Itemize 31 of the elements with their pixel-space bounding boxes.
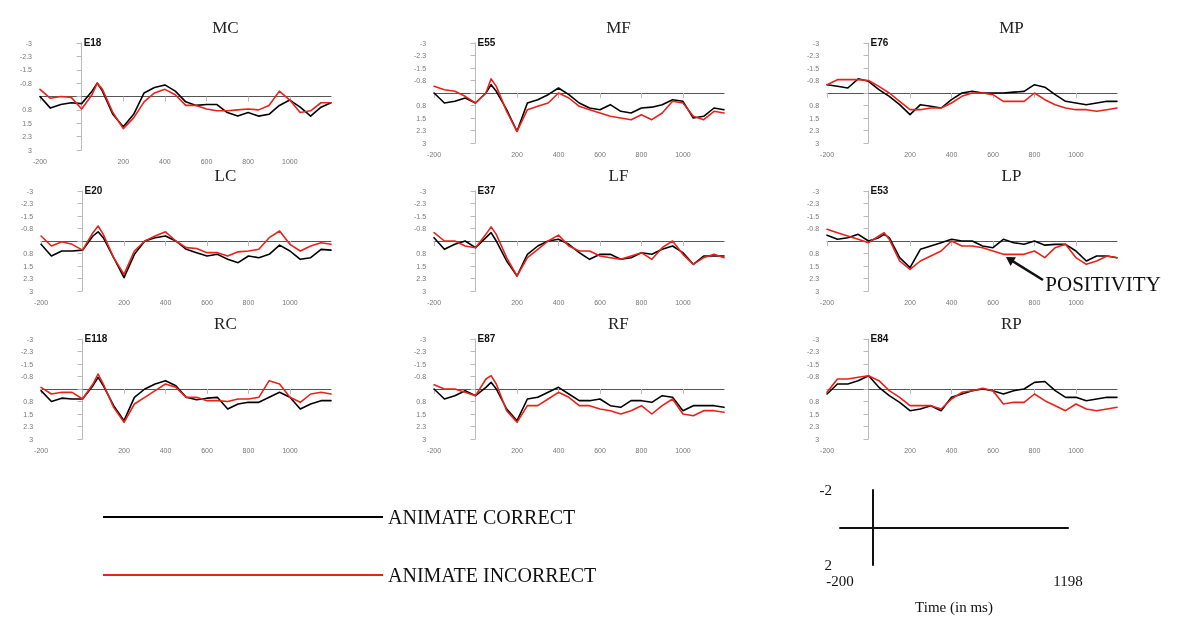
annotation: E76 — [870, 36, 889, 48]
x-axis-title: Time (in ms) — [915, 598, 993, 616]
annotation: E87 — [477, 332, 496, 344]
line-series — [40, 225, 332, 276]
annotation: E53 — [870, 184, 889, 196]
chart-title: MC — [212, 18, 239, 37]
annotation: E20 — [84, 184, 103, 196]
annotation: E55 — [477, 36, 496, 48]
chart-title: RC — [214, 314, 237, 333]
line-series — [40, 231, 332, 279]
line-series — [433, 381, 725, 422]
line-series — [826, 374, 1118, 412]
annotation: E18 — [83, 36, 102, 48]
y-tick-label: -2 — [819, 482, 832, 498]
annotation: E118 — [84, 332, 108, 344]
annotation: E84 — [870, 332, 889, 344]
annotation: E37 — [477, 184, 496, 196]
annotation: POSITIVITY — [1045, 272, 1161, 298]
chart-title: RP — [1001, 314, 1022, 333]
chart-title: LC — [214, 166, 237, 185]
chart-title: LP — [1001, 166, 1022, 185]
text: ANIMATE CORRECT — [388, 506, 576, 528]
x-tick-label: -200 — [826, 572, 854, 589]
x-tick-label: 1198 — [1053, 572, 1083, 589]
y-tick-label: 2 — [824, 557, 832, 573]
line-series — [433, 374, 725, 424]
chart-title: RF — [608, 314, 629, 333]
text: ANIMATE INCORRECT — [388, 564, 597, 586]
chart-title: MF — [606, 18, 631, 37]
chart-title: LF — [608, 166, 629, 185]
chart-title: MP — [999, 18, 1024, 37]
